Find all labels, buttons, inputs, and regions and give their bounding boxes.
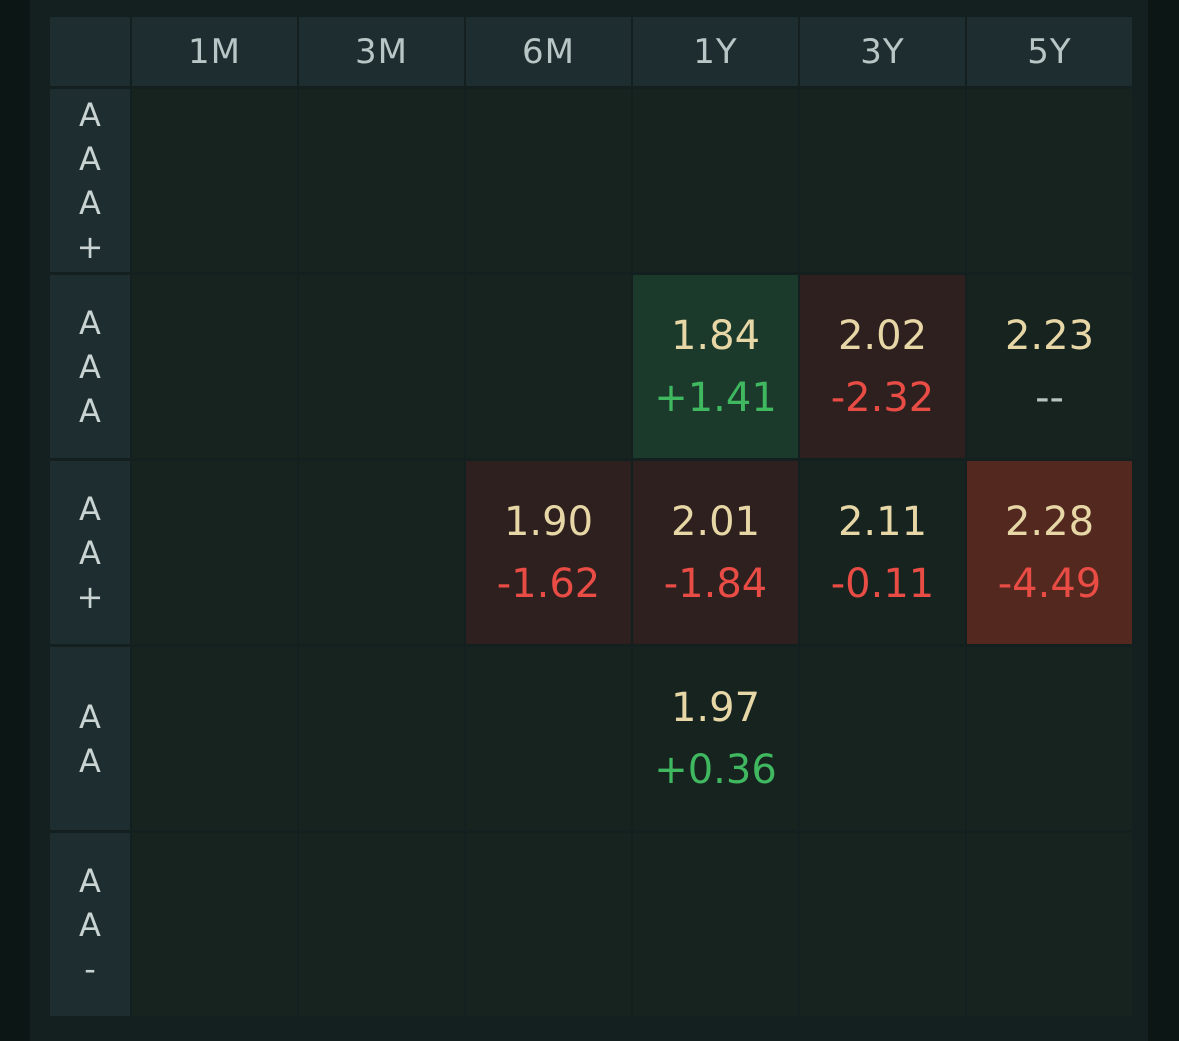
yield-value: 1.90 [503,498,594,545]
row-header-char: - [84,949,96,988]
change-value: -0.11 [830,560,935,607]
empty-cell [800,647,965,830]
row-header-char: A [79,741,101,780]
yield-cell[interactable]: 1.97 +0.36 [633,647,798,830]
row-header-char: A [79,697,101,736]
row-header-char: A [79,533,101,572]
row-header-rating[interactable]: A A A + [50,89,130,272]
yield-cell[interactable]: 2.28 -4.49 [967,461,1132,644]
row-header-char: A [79,905,101,944]
row-header-char: A [79,391,101,430]
empty-cell [466,833,631,1016]
row-header-char: + [76,577,104,616]
change-value: +1.41 [654,374,777,421]
yield-value: 1.84 [670,312,761,359]
empty-cell [132,89,297,272]
empty-cell [633,833,798,1016]
empty-cell [633,89,798,272]
yield-value: 2.23 [1004,312,1095,359]
yield-cell[interactable]: 1.84 +1.41 [633,275,798,458]
row-header-char: A [79,95,101,134]
column-header-5y[interactable]: 5Y [967,17,1132,86]
empty-cell [967,833,1132,1016]
empty-cell [800,833,965,1016]
change-value: -- [1035,374,1064,421]
empty-cell [466,275,631,458]
column-header-3y[interactable]: 3Y [800,17,965,86]
column-header-1y[interactable]: 1Y [633,17,798,86]
change-value: -1.62 [496,560,601,607]
column-header-1m[interactable]: 1M [132,17,297,86]
change-value: -4.49 [997,560,1102,607]
column-header-3m[interactable]: 3M [299,17,464,86]
change-value: +0.36 [654,746,777,793]
yield-cell[interactable]: 2.02 -2.32 [800,275,965,458]
change-value: -2.32 [830,374,935,421]
yield-value: 2.11 [837,498,928,545]
column-header-6m[interactable]: 6M [466,17,631,86]
empty-cell [132,275,297,458]
empty-cell [132,833,297,1016]
row-header-char: A [79,861,101,900]
change-value: -1.84 [663,560,768,607]
yield-value: 2.02 [837,312,928,359]
row-header-char: A [79,347,101,386]
yield-matrix: 1M 3M 6M 1Y 3Y 5Y A A A + A A A 1.84 +1.41 2.02 -2… [50,17,1132,1016]
yield-cell[interactable]: 1.90 -1.62 [466,461,631,644]
empty-cell [132,461,297,644]
empty-cell [299,275,464,458]
empty-cell [299,833,464,1016]
empty-cell [967,647,1132,830]
row-header-rating[interactable]: A A + [50,461,130,644]
row-header-char: A [79,489,101,528]
row-header-char: A [79,303,101,342]
empty-cell [132,647,297,830]
empty-cell [299,89,464,272]
yield-value: 2.28 [1004,498,1095,545]
empty-cell [299,461,464,644]
yield-cell[interactable]: 2.23 -- [967,275,1132,458]
row-header-char: + [76,227,104,266]
yield-value: 2.01 [670,498,761,545]
empty-cell [299,647,464,830]
empty-cell [466,647,631,830]
row-header-char: A [79,183,101,222]
empty-cell [466,89,631,272]
yield-cell[interactable]: 2.01 -1.84 [633,461,798,644]
corner-cell [50,17,130,86]
yield-value: 1.97 [670,684,761,731]
empty-cell [967,89,1132,272]
row-header-char: A [79,139,101,178]
empty-cell [800,89,965,272]
yield-cell[interactable]: 2.11 -0.11 [800,461,965,644]
